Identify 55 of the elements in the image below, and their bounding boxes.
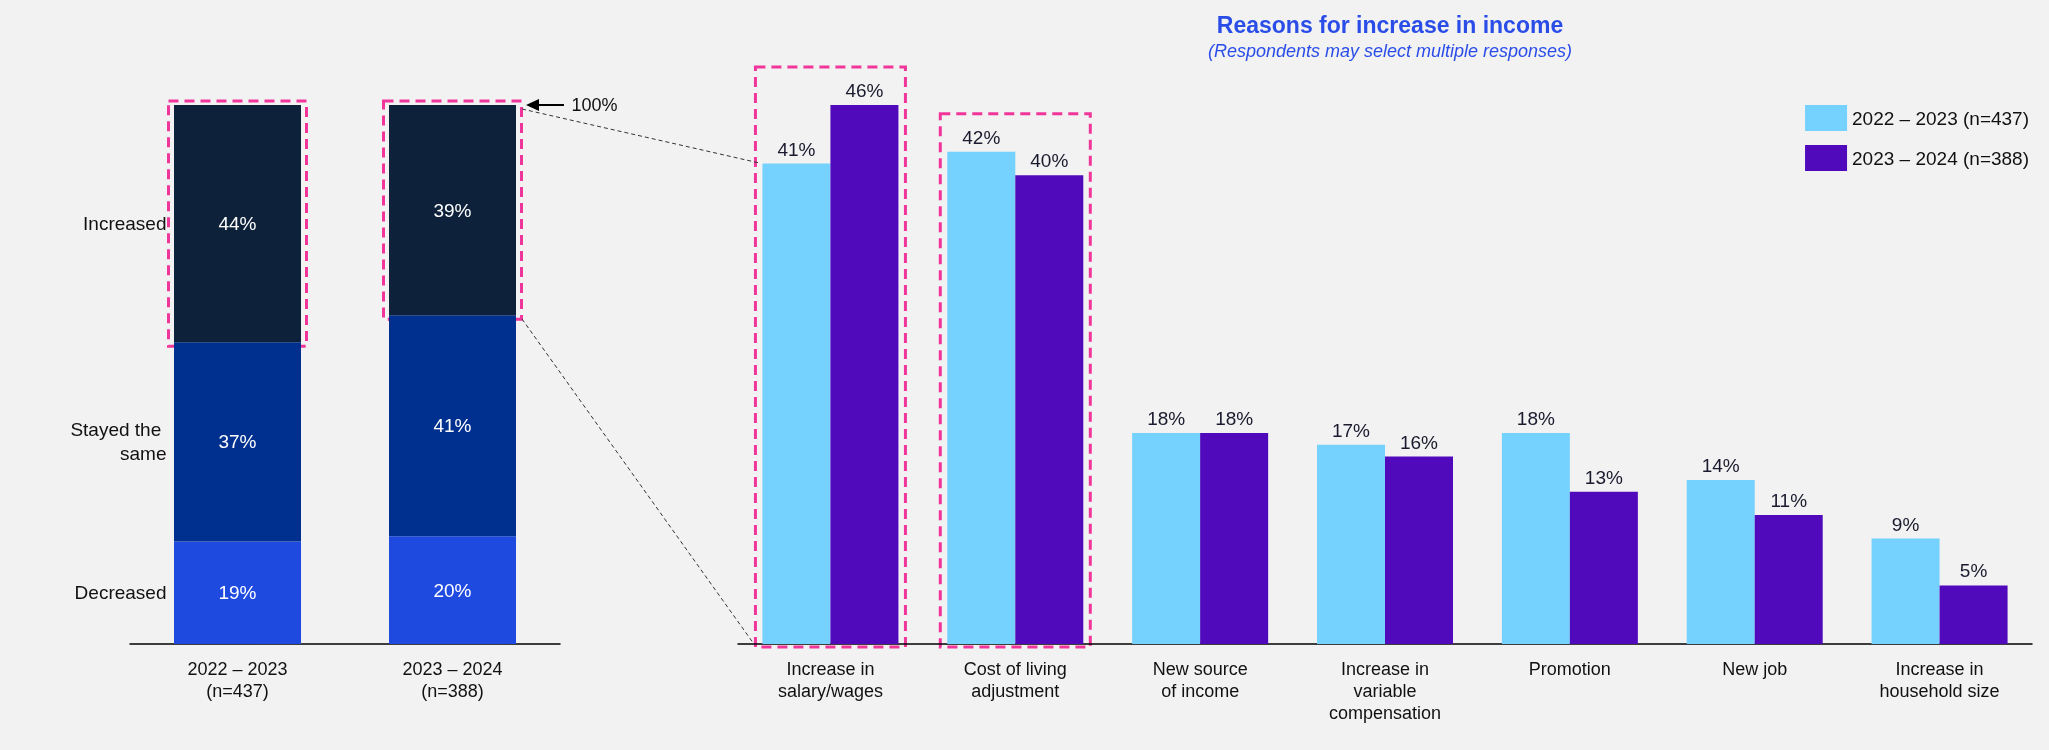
- legend-label: 2023 – 2024 (n=388): [1852, 147, 2030, 169]
- legend-label: 2022 – 2023 (n=437): [1852, 107, 2030, 129]
- bar: [1015, 175, 1084, 644]
- bar: [389, 315, 516, 537]
- data-label: 17%: [1331, 419, 1371, 441]
- x-tick-label: 2022 – 2023 (n=437): [187, 659, 288, 701]
- bar: [830, 105, 899, 644]
- x-tick-label: Cost of living adjustment: [963, 659, 1067, 701]
- data-label: 18%: [1147, 408, 1186, 430]
- bar: [1871, 538, 1940, 644]
- data-label: 40%: [1030, 150, 1069, 172]
- x-tick-label: Increase in household size: [1879, 659, 2000, 701]
- bar: [947, 151, 1016, 644]
- data-label: 19%: [218, 582, 257, 604]
- data-label: 5%: [1959, 560, 1988, 582]
- data-label: 41%: [433, 415, 472, 437]
- data-label: 14%: [1701, 454, 1740, 476]
- x-tick-label: New job: [1722, 659, 1788, 679]
- data-label: 41%: [777, 138, 816, 160]
- bar: [1939, 585, 2008, 644]
- x-tick-label: 2023 – 2024 (n=388): [402, 659, 503, 701]
- data-label: 18%: [1516, 408, 1555, 430]
- x-tick-label: Increase in salary/wages: [777, 659, 883, 701]
- series-label: Stayed the same: [70, 419, 167, 465]
- data-label: 18%: [1215, 408, 1254, 430]
- bar: [174, 541, 301, 644]
- bar: [1569, 491, 1638, 644]
- bar: [1200, 433, 1269, 644]
- series-label: Decreased: [74, 582, 167, 604]
- x-tick-label: New source of income: [1152, 659, 1248, 701]
- series-label: Increased: [83, 213, 167, 235]
- data-label: 16%: [1399, 431, 1439, 453]
- data-label: 42%: [962, 126, 1001, 148]
- data-label: 39%: [433, 199, 472, 221]
- bar: [1501, 433, 1570, 644]
- text: 100%: [571, 95, 618, 115]
- data-label: 44%: [218, 213, 257, 235]
- data-label: 20%: [433, 579, 472, 601]
- bar: [1317, 444, 1385, 644]
- bar: [1686, 479, 1755, 644]
- chart-subtitle: (Respondents may select multiple responses): [1207, 41, 1573, 61]
- chart-title: Reasons for increase in income: [1216, 11, 1564, 38]
- bar: [1132, 433, 1201, 644]
- bar: [762, 163, 831, 644]
- bar: [389, 536, 516, 644]
- bar: [174, 342, 301, 542]
- bar: [1754, 515, 1823, 644]
- x-tick-label: Promotion: [1528, 659, 1611, 679]
- bar: [1385, 456, 1453, 644]
- data-label: 37%: [218, 431, 257, 453]
- data-label: 46%: [845, 80, 884, 101]
- data-label: 11%: [1770, 490, 1808, 512]
- data-label: 9%: [1891, 513, 1920, 535]
- x-tick-label: Increase in variable compensation: [1328, 659, 1442, 723]
- data-label: 13%: [1584, 466, 1623, 488]
